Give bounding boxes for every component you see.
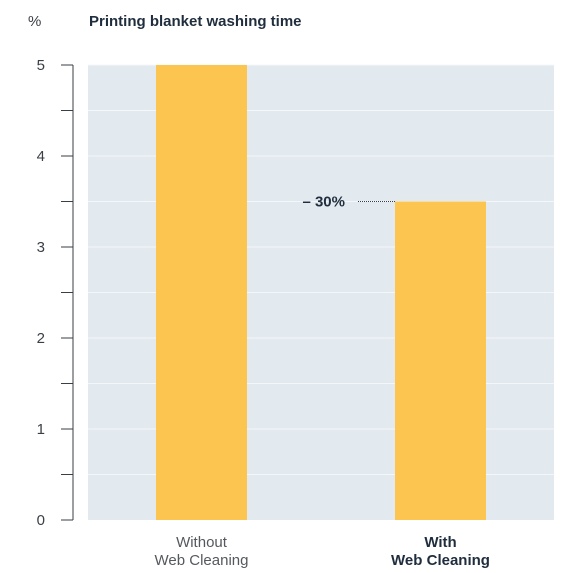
annotation: – 30% [302, 194, 395, 211]
y-tick-label: 4 [37, 148, 45, 165]
bars [156, 65, 486, 520]
y-axis: 0 1 2 3 4 5 [37, 57, 74, 529]
y-tick-label: 2 [37, 330, 45, 347]
x-category-label: Without Web Cleaning [155, 534, 249, 569]
y-tick-label: 3 [37, 239, 45, 256]
x-category-label: With Web Cleaning [391, 534, 490, 569]
annotation-label: – 30% [302, 194, 345, 211]
y-tick-label: 1 [37, 421, 45, 438]
y-tick-label: 0 [37, 512, 45, 529]
y-tick-label: 5 [37, 57, 45, 74]
x-axis-labels: Without Web Cleaning With Web Cleaning [155, 534, 490, 569]
bar [156, 65, 247, 520]
bar [395, 201, 486, 520]
y-unit-label: % [28, 13, 41, 30]
chart-title: Printing blanket washing time [89, 13, 302, 30]
